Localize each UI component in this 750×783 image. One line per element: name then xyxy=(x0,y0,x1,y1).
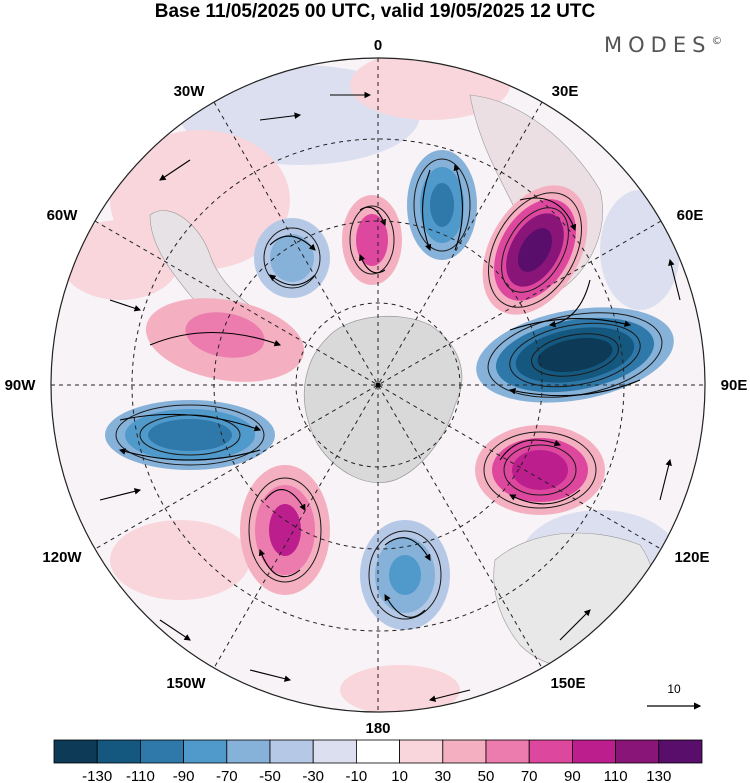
colorbar-swatch xyxy=(183,739,228,764)
lon-label-30w: 30W xyxy=(174,83,206,100)
colorbar-swatch xyxy=(269,739,314,764)
colorbar-swatch xyxy=(355,739,400,764)
colorbar-swatch xyxy=(53,739,98,764)
lon-label-60e: 60E xyxy=(677,207,704,224)
south-pole-marker xyxy=(375,382,381,388)
colorbar-swatch xyxy=(615,739,660,764)
anomaly-field xyxy=(51,58,705,712)
colorbar-tick-label: -130 xyxy=(82,768,112,783)
colorbar-swatch xyxy=(226,739,271,764)
lon-label-60w: 60W xyxy=(47,207,79,224)
colorbar-labels: -130 -110 -90 -70 -50 -30 -10 10 30 50 70 90 110 130 xyxy=(82,768,671,783)
lon-label-120e: 120E xyxy=(674,549,709,566)
colorbar-swatch xyxy=(399,739,444,764)
lon-label-180: 180 xyxy=(365,720,390,737)
reference-vector-label: 10 xyxy=(667,682,681,696)
colorbar-tick-label: 110 xyxy=(604,768,628,783)
lon-label-90w: 90W xyxy=(5,377,37,394)
colorbar-tick-label: 10 xyxy=(391,768,408,783)
brand-mark: © xyxy=(711,34,723,47)
colorbar-swatch xyxy=(528,739,573,764)
colorbar-swatch xyxy=(485,739,530,764)
colorbar-swatch xyxy=(96,739,141,764)
colorbar-tick-label: 130 xyxy=(646,768,671,783)
colorbar-tick-label: 50 xyxy=(478,768,495,783)
lon-label-30e: 30E xyxy=(552,83,579,100)
brand-name: MODES xyxy=(604,33,712,57)
colorbar-tick-label: -90 xyxy=(173,768,195,783)
colorbar xyxy=(53,739,703,764)
graticule xyxy=(51,58,705,712)
modes-logo: MODES© xyxy=(604,33,722,57)
colorbar-tick-label: 70 xyxy=(521,768,538,783)
colorbar-tick-label: -10 xyxy=(346,768,368,783)
colorbar-swatch xyxy=(442,739,487,764)
longitude-labels: 0 30E 60E 90E 120E 150E 180 150W 120W 90… xyxy=(5,37,748,737)
map-boundary xyxy=(50,57,706,713)
colorbar-tick-label: -30 xyxy=(302,768,324,783)
colorbar-swatch xyxy=(658,739,703,764)
colorbar-swatch xyxy=(139,739,184,764)
lon-label-150w: 150W xyxy=(166,675,206,692)
colorbar-tick-label: -50 xyxy=(259,768,281,783)
lon-label-150e: 150E xyxy=(550,675,585,692)
lon-label-90e: 90E xyxy=(721,377,748,394)
colorbar-swatch xyxy=(572,739,617,764)
lon-label-0: 0 xyxy=(374,37,382,54)
reference-vector: 10 xyxy=(647,682,702,710)
map-title: Base 11/05/2025 00 UTC, valid 19/05/2025… xyxy=(154,1,596,22)
colorbar-tick-label: 90 xyxy=(564,768,581,783)
colorbar-tick-label: -110 xyxy=(126,768,155,783)
colorbar-swatch xyxy=(312,739,357,764)
colorbar-tick-label: -70 xyxy=(216,768,238,783)
lon-label-120w: 120W xyxy=(42,549,82,566)
colorbar-tick-label: 30 xyxy=(434,768,451,783)
